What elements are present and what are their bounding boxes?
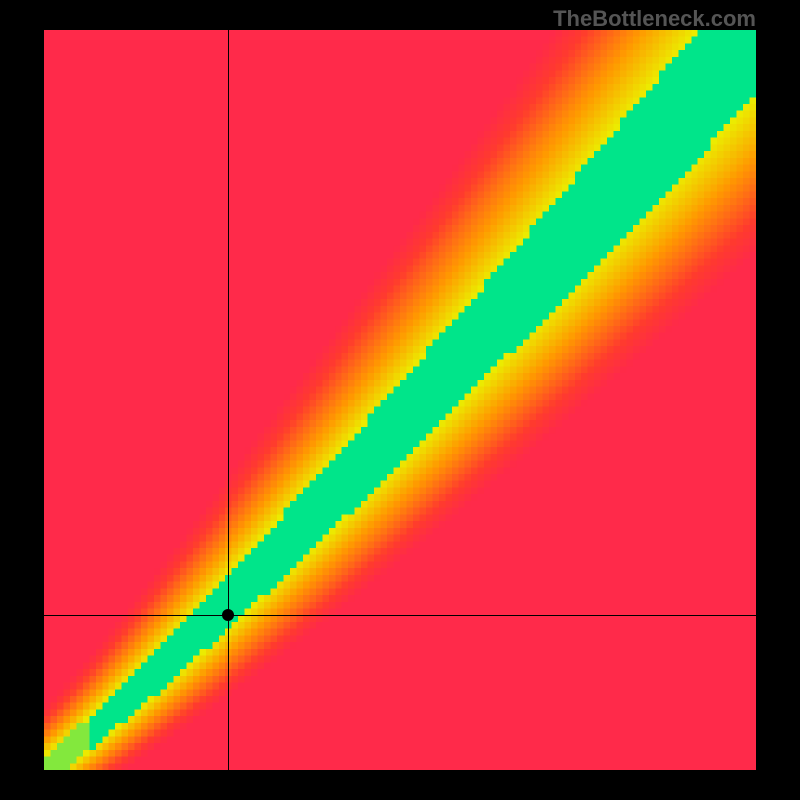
crosshair-horizontal <box>44 615 756 616</box>
data-point-marker <box>222 609 234 621</box>
heatmap-plot <box>44 30 756 770</box>
watermark-text: TheBottleneck.com <box>553 6 756 32</box>
heatmap-canvas <box>44 30 756 770</box>
crosshair-vertical <box>228 30 229 770</box>
